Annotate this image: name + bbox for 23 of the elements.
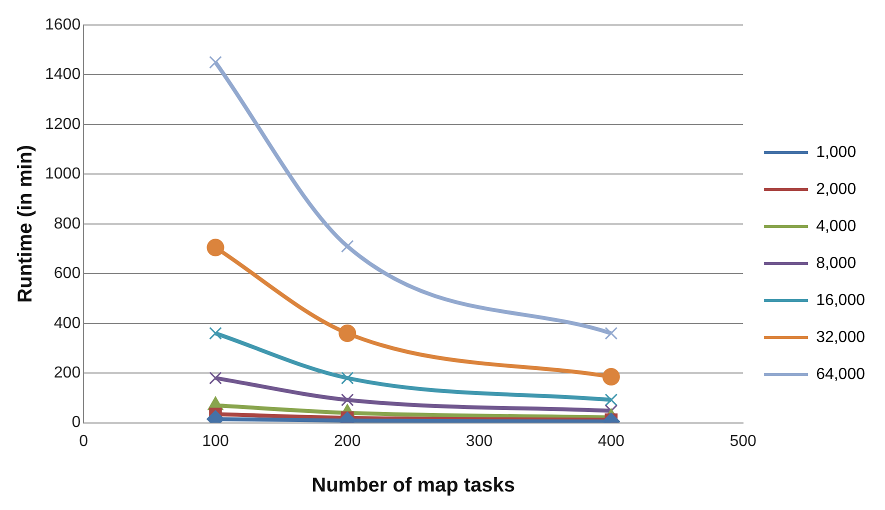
legend-label: 8,000 [816,254,856,272]
y-tick-label: 0 [72,414,81,432]
legend-label: 64,000 [816,366,866,383]
y-tick-label: 400 [54,314,81,332]
legend-label: 16,000 [816,292,866,309]
x-tick-label: 200 [334,432,361,450]
y-tick-label: 1600 [45,16,81,34]
y-tick-label: 800 [54,215,81,232]
x-tick-label: 500 [730,432,757,450]
y-tick-label: 200 [54,364,81,382]
x-axis-title: Number of map tasks [312,474,516,497]
legend-label: 32,000 [816,328,866,346]
y-axis-title: Runtime (in min) [14,145,37,303]
x-tick-label: 100 [202,432,229,450]
y-tick-label: 1200 [45,116,81,133]
y-tick-label: 1000 [45,166,81,183]
legend-label: 2,000 [816,180,856,198]
y-tick-label: 600 [54,265,81,282]
x-tick-label: 400 [598,432,625,450]
legend-label: 4,000 [816,218,856,235]
x-tick-label: 300 [466,432,493,450]
legend-label: 1,000 [816,144,856,161]
y-tick-label: 1400 [45,66,81,84]
